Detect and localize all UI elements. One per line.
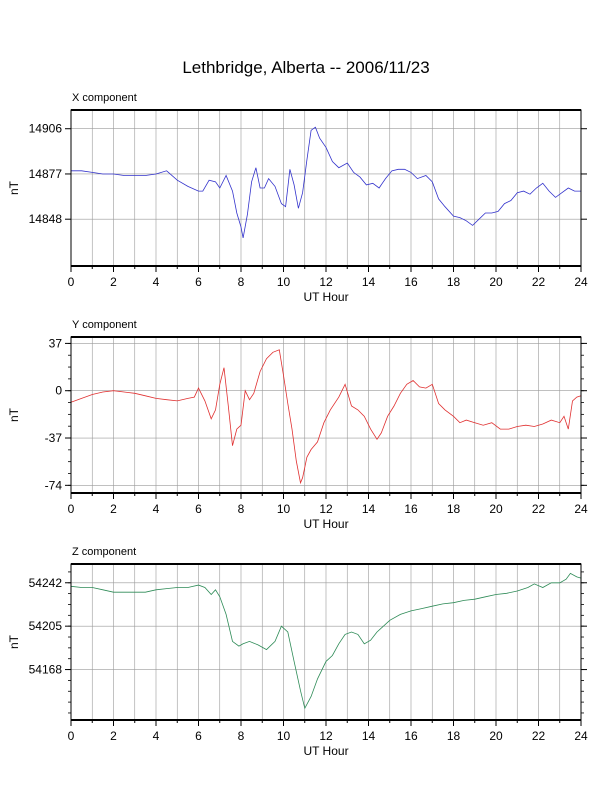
y-x-tick-label: 6: [195, 502, 202, 516]
x-x-tick-label: 6: [195, 275, 202, 289]
z-x-tick-label: 8: [238, 729, 245, 743]
z-x-tick-label: 14: [362, 729, 376, 743]
z-x-tick-label: 16: [404, 729, 418, 743]
z-y-tick-label: 54205: [29, 619, 63, 633]
x-x-tick-label: 10: [277, 275, 291, 289]
x-x-tick-label: 8: [238, 275, 245, 289]
y-x-axis-label: UT Hour: [303, 517, 348, 531]
x-x-tick-label: 4: [153, 275, 160, 289]
x-x-tick-label: 20: [489, 275, 503, 289]
y-x-tick-label: 4: [153, 502, 160, 516]
z-x-tick-label: 20: [489, 729, 503, 743]
x-component-title: X component: [72, 92, 137, 104]
z-series-line: [70, 572, 582, 710]
x-x-tick-label: 2: [110, 275, 117, 289]
z-x-tick-label: 6: [195, 729, 202, 743]
x-x-tick-label: 0: [68, 275, 75, 289]
z-y-axis-label: nT: [7, 634, 21, 649]
y-x-tick-label: 14: [362, 502, 376, 516]
x-x-tick-label: 14: [362, 275, 376, 289]
y-y-tick-label: 0: [55, 384, 62, 398]
page-title: Lethbridge, Alberta -- 2006/11/23: [182, 58, 430, 77]
y-y-tick-label: -74: [45, 478, 63, 492]
y-x-tick-label: 20: [489, 502, 503, 516]
y-y-tick-label: 37: [49, 336, 63, 350]
y-x-tick-label: 10: [277, 502, 291, 516]
x-y-axis-label: nT: [7, 180, 21, 195]
y-x-tick-label: 12: [319, 502, 333, 516]
y-y-tick-label: -37: [45, 431, 63, 445]
z-component-title: Z component: [72, 546, 137, 558]
z-x-tick-label: 24: [574, 729, 588, 743]
z-x-tick-label: 0: [68, 729, 75, 743]
x-y-tick-label: 14877: [29, 167, 63, 181]
x-series-line: [71, 126, 581, 238]
y-series-line: [70, 349, 582, 485]
x-x-tick-label: 12: [319, 275, 333, 289]
z-y-tick-label: 54168: [29, 663, 63, 677]
y-x-tick-label: 22: [532, 502, 546, 516]
z-x-tick-label: 10: [277, 729, 291, 743]
y-x-tick-label: 2: [110, 502, 117, 516]
z-x-tick-label: 2: [110, 729, 117, 743]
x-x-axis-label: UT Hour: [303, 290, 348, 304]
x-y-tick-label: 14848: [29, 212, 63, 226]
z-x-tick-label: 12: [319, 729, 333, 743]
y-x-tick-label: 0: [68, 502, 75, 516]
y-y-axis-label: nT: [7, 407, 21, 422]
z-x-tick-label: 4: [153, 729, 160, 743]
y-x-tick-label: 16: [404, 502, 418, 516]
z-x-tick-label: 22: [532, 729, 546, 743]
x-x-tick-label: 16: [404, 275, 418, 289]
x-x-tick-label: 22: [532, 275, 546, 289]
y-x-tick-label: 18: [447, 502, 461, 516]
x-x-tick-label: 18: [447, 275, 461, 289]
x-x-tick-label: 24: [574, 275, 588, 289]
z-y-tick-label: 54242: [29, 576, 63, 590]
z-x-tick-label: 18: [447, 729, 461, 743]
y-x-tick-label: 24: [574, 502, 588, 516]
z-x-axis-label: UT Hour: [303, 744, 348, 758]
y-component-title: Y component: [72, 319, 137, 331]
x-y-tick-label: 14906: [29, 122, 63, 136]
y-x-tick-label: 8: [238, 502, 245, 516]
